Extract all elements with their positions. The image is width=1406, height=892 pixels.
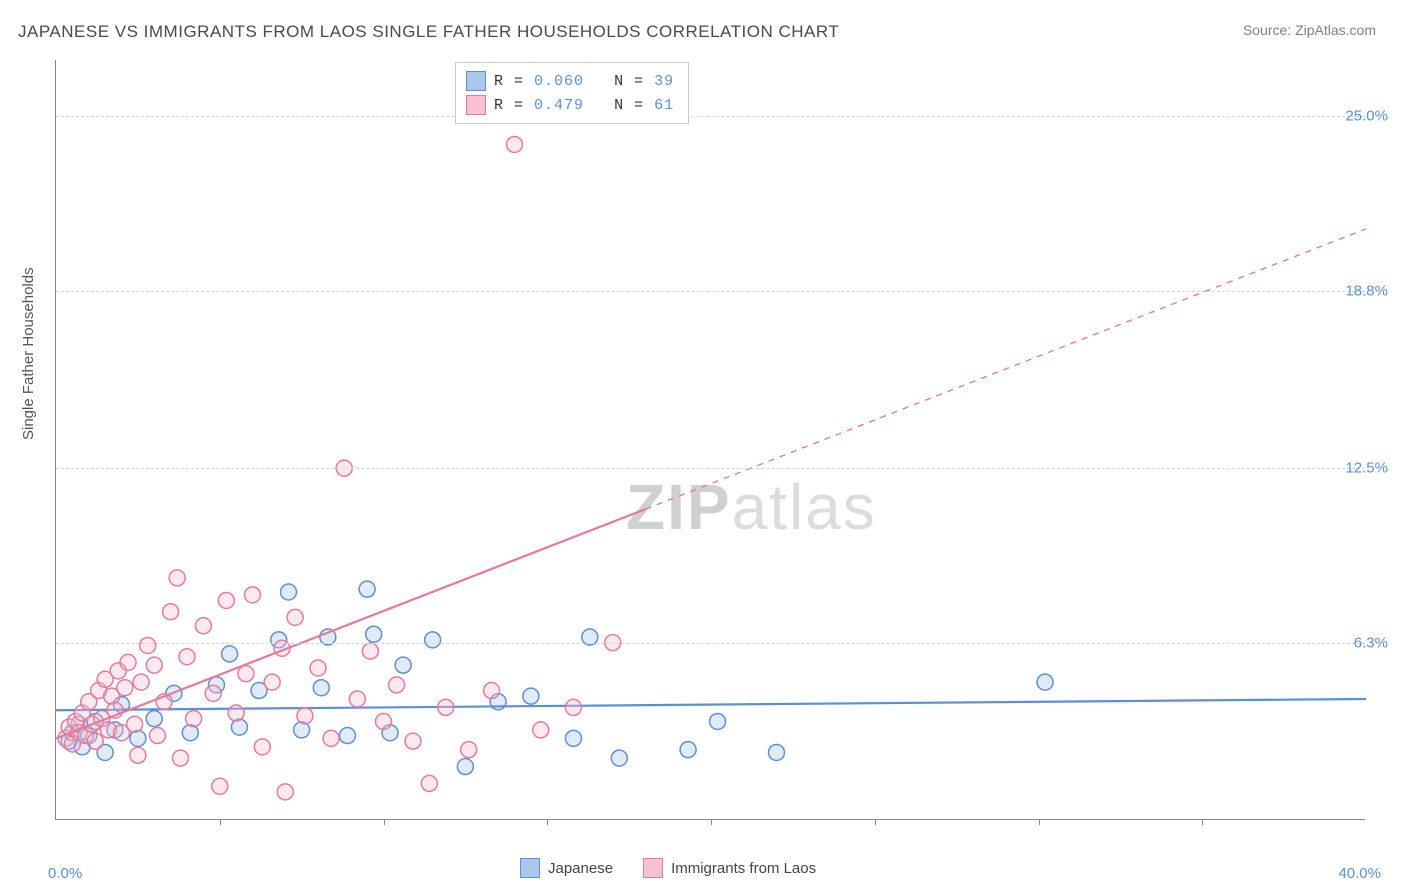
data-point-japanese [1037, 674, 1053, 690]
data-point-laos [323, 730, 339, 746]
scatter-plot-svg [56, 60, 1365, 819]
data-point-laos [195, 618, 211, 634]
data-point-japanese [680, 742, 696, 758]
data-point-japanese [366, 626, 382, 642]
data-point-japanese [339, 728, 355, 744]
y-tick-label: 6.3% [1354, 634, 1388, 651]
x-tick [547, 819, 548, 825]
legend-item-laos: Immigrants from Laos [643, 858, 816, 878]
gridline [56, 291, 1365, 292]
y-tick-label: 12.5% [1345, 460, 1388, 477]
gridline [56, 468, 1365, 469]
data-point-laos [254, 739, 270, 755]
legend-label-0: Japanese [548, 860, 613, 877]
legend-stat-row-1: R = 0.479 N = 61 [466, 93, 674, 117]
legend-stat-row-0: R = 0.060 N = 39 [466, 69, 674, 93]
data-point-laos [277, 784, 293, 800]
data-point-laos [421, 775, 437, 791]
data-point-laos [218, 592, 234, 608]
swatch-laos [466, 95, 486, 115]
data-point-laos [172, 750, 188, 766]
legend-item-japanese: Japanese [520, 858, 613, 878]
data-point-japanese [146, 711, 162, 727]
data-point-laos [163, 604, 179, 620]
source-attribution: Source: ZipAtlas.com [1243, 22, 1376, 38]
data-point-laos [228, 705, 244, 721]
data-point-laos [287, 609, 303, 625]
data-point-laos [438, 699, 454, 715]
data-point-japanese [294, 722, 310, 738]
x-max-label: 40.0% [1338, 865, 1381, 882]
x-tick [875, 819, 876, 825]
x-tick [711, 819, 712, 825]
data-point-laos [376, 713, 392, 729]
data-point-japanese [281, 584, 297, 600]
data-point-laos [264, 674, 280, 690]
data-point-japanese [710, 713, 726, 729]
y-tick-label: 25.0% [1345, 108, 1388, 125]
data-point-laos [146, 657, 162, 673]
data-point-laos [140, 637, 156, 653]
data-point-laos [310, 660, 326, 676]
data-point-laos [133, 674, 149, 690]
x-tick [220, 819, 221, 825]
data-point-laos [179, 649, 195, 665]
data-point-laos [461, 742, 477, 758]
data-point-laos [565, 699, 581, 715]
data-point-laos [389, 677, 405, 693]
gridline [56, 116, 1365, 117]
data-point-laos [87, 733, 103, 749]
data-point-japanese [565, 730, 581, 746]
gridline [56, 643, 1365, 644]
data-point-japanese [395, 657, 411, 673]
stat-r-1: R = 0.479 N = 61 [494, 97, 674, 114]
data-point-laos [405, 733, 421, 749]
data-point-laos [117, 680, 133, 696]
x-min-label: 0.0% [48, 865, 82, 882]
y-axis-label: Single Father Households [20, 267, 37, 440]
data-point-laos [362, 643, 378, 659]
data-point-japanese [313, 680, 329, 696]
data-point-laos [150, 728, 166, 744]
data-point-laos [212, 778, 228, 794]
data-point-laos [130, 747, 146, 763]
stat-r-0: R = 0.060 N = 39 [494, 73, 674, 90]
data-point-japanese [182, 725, 198, 741]
swatch-japanese-bottom [520, 858, 540, 878]
data-point-laos [169, 570, 185, 586]
data-point-laos [120, 654, 136, 670]
swatch-japanese [466, 71, 486, 91]
data-point-japanese [425, 632, 441, 648]
data-point-laos [349, 691, 365, 707]
data-point-laos [245, 587, 261, 603]
x-tick [1202, 819, 1203, 825]
data-point-japanese [457, 759, 473, 775]
trend-line-japanese [56, 699, 1366, 710]
legend-label-1: Immigrants from Laos [671, 860, 816, 877]
data-point-laos [205, 685, 221, 701]
data-point-japanese [769, 744, 785, 760]
data-point-japanese [222, 646, 238, 662]
legend-series: Japanese Immigrants from Laos [520, 858, 816, 878]
data-point-japanese [359, 581, 375, 597]
data-point-laos [533, 722, 549, 738]
data-point-laos [507, 136, 523, 152]
data-point-japanese [523, 688, 539, 704]
legend-stats: R = 0.060 N = 39 R = 0.479 N = 61 [455, 62, 689, 124]
data-point-laos [484, 683, 500, 699]
x-tick [384, 819, 385, 825]
swatch-laos-bottom [643, 858, 663, 878]
y-tick-label: 18.8% [1345, 282, 1388, 299]
x-tick [1039, 819, 1040, 825]
trend-line-dashed-laos [646, 229, 1367, 509]
plot-area: ZIPatlas [55, 60, 1365, 820]
data-point-laos [186, 711, 202, 727]
data-point-japanese [231, 719, 247, 735]
data-point-japanese [130, 730, 146, 746]
chart-title: JAPANESE VS IMMIGRANTS FROM LAOS SINGLE … [18, 22, 839, 42]
data-point-laos [127, 716, 143, 732]
data-point-japanese [611, 750, 627, 766]
data-point-laos [238, 666, 254, 682]
data-point-laos [297, 708, 313, 724]
